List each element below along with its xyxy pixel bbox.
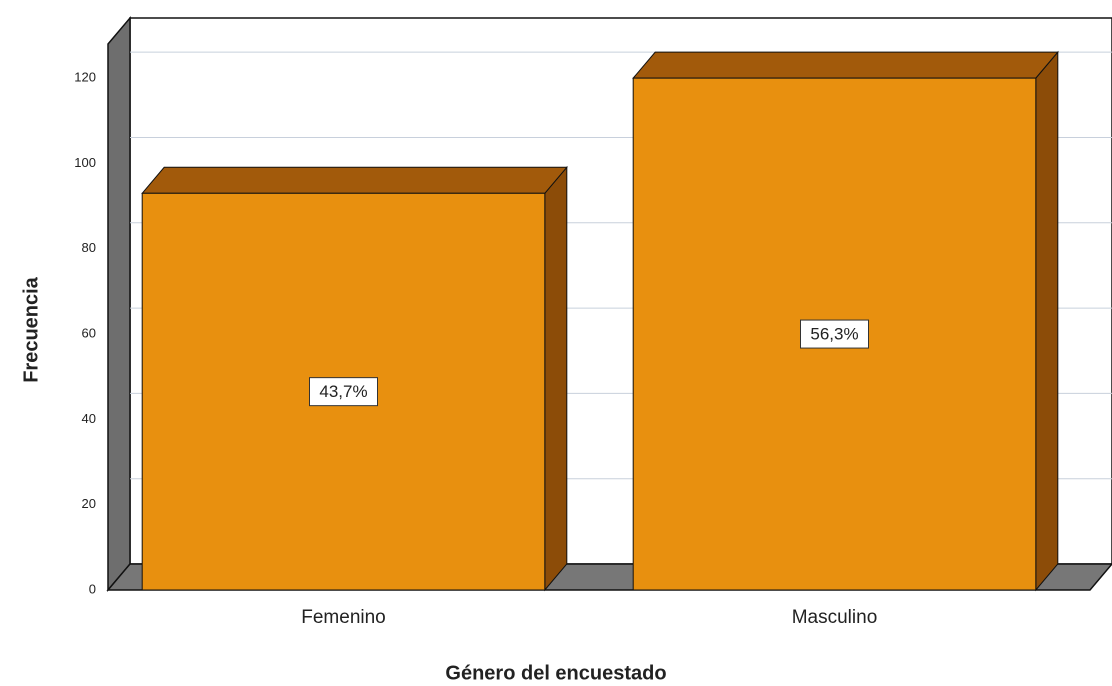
label-box bbox=[800, 319, 869, 349]
y-tick-label: 100 bbox=[74, 155, 96, 170]
bar-side bbox=[1035, 50, 1059, 592]
left-wall bbox=[107, 15, 131, 593]
x-tick-label: Masculino bbox=[792, 607, 878, 628]
bar-top bbox=[141, 166, 568, 194]
y-tick-label: 40 bbox=[82, 411, 96, 426]
y-tick-label: 80 bbox=[82, 240, 96, 255]
data-label: 43,7% bbox=[319, 382, 367, 401]
y-axis-title: Frecuencia bbox=[20, 276, 42, 382]
y-tick-label: 120 bbox=[74, 70, 96, 85]
y-tick-label: 20 bbox=[82, 496, 96, 511]
label-box bbox=[309, 377, 378, 407]
bar-top bbox=[632, 51, 1059, 79]
y-tick-label: 60 bbox=[82, 326, 96, 341]
y-tick-label: 0 bbox=[89, 581, 96, 596]
x-tick-label: Femenino bbox=[301, 607, 386, 628]
bar-side bbox=[544, 165, 568, 592]
data-label: 56,3% bbox=[810, 325, 858, 344]
x-axis-title: Género del encuestado bbox=[445, 662, 666, 684]
